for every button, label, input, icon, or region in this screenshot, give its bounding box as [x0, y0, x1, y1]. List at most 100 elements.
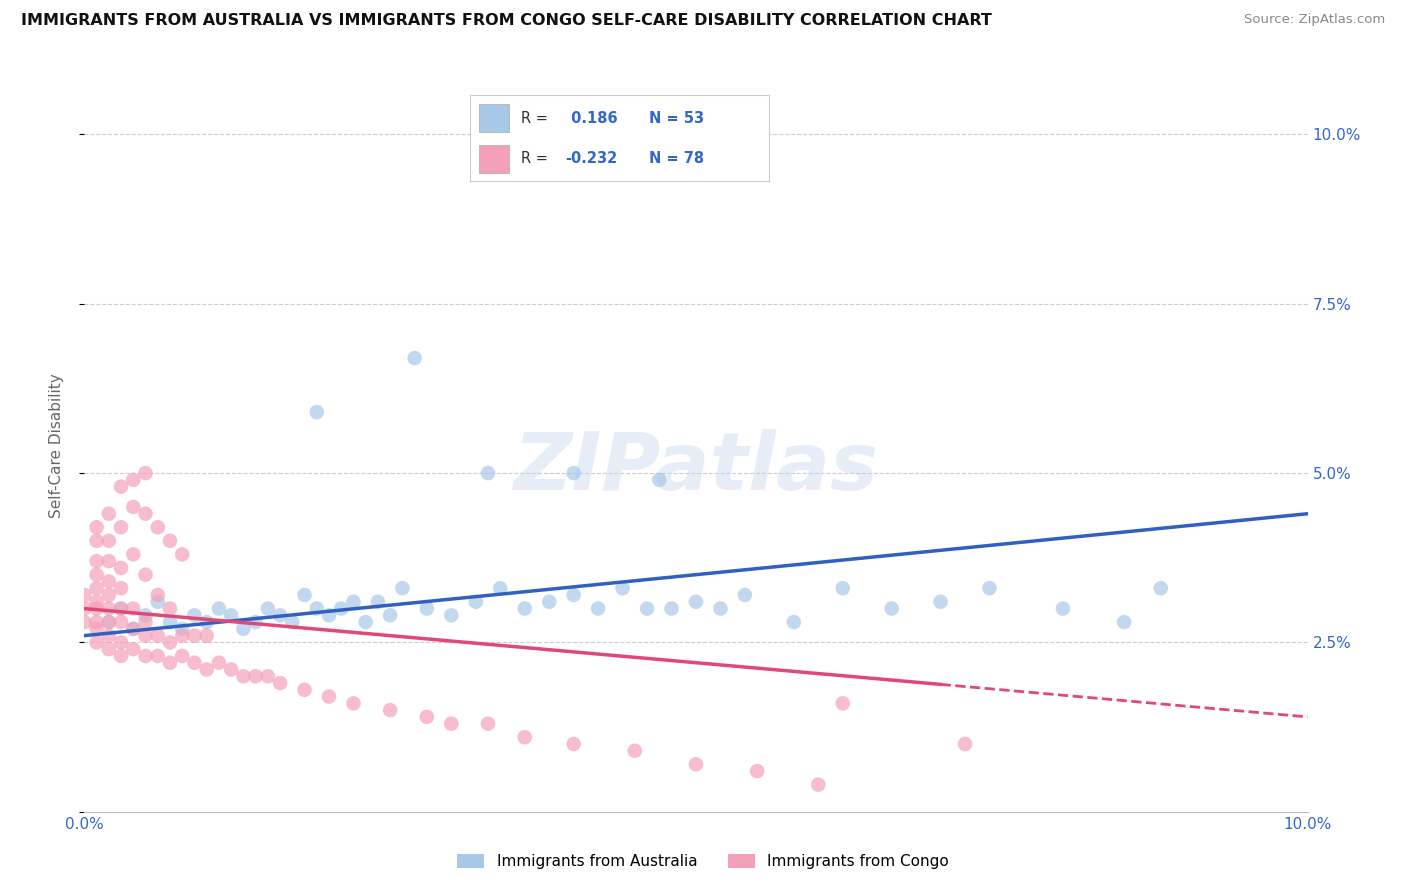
Point [110, 615, 132, 629]
Point [208, 656, 231, 670]
Point [404, 351, 426, 365]
Point [440, 608, 463, 623]
Point [122, 473, 145, 487]
Point [86, 615, 108, 629]
Point [86, 554, 108, 568]
Point [73, 615, 96, 629]
Point [477, 466, 499, 480]
Point [122, 622, 145, 636]
Point [73, 588, 96, 602]
Point [172, 622, 194, 636]
Point [159, 635, 181, 649]
Point [979, 581, 1001, 595]
Point [135, 648, 157, 663]
Point [219, 608, 242, 623]
Point [110, 561, 132, 575]
Point [208, 601, 231, 615]
Point [97, 615, 120, 629]
Point [281, 615, 304, 629]
Point [183, 656, 205, 670]
Point [586, 601, 609, 615]
Point [86, 622, 108, 636]
Point [245, 615, 267, 629]
Point [146, 520, 169, 534]
Point [464, 595, 486, 609]
Point [159, 601, 181, 615]
Point [562, 588, 585, 602]
Point [110, 601, 132, 615]
Point [342, 697, 364, 711]
Point [97, 615, 120, 629]
Point [416, 601, 439, 615]
Point [661, 601, 683, 615]
Point [232, 622, 254, 636]
Point [159, 656, 181, 670]
Point [269, 608, 291, 623]
Point [538, 595, 561, 609]
Point [122, 642, 145, 657]
Point [747, 154, 769, 169]
Point [380, 703, 402, 717]
Point [73, 601, 96, 615]
Text: ZIPatlas: ZIPatlas [513, 429, 879, 507]
Point [232, 669, 254, 683]
Point [380, 608, 402, 623]
Point [172, 547, 194, 561]
Point [1052, 601, 1074, 615]
Point [135, 466, 157, 480]
Point [734, 588, 756, 602]
Point [1150, 581, 1173, 595]
Point [783, 615, 806, 629]
Point [416, 710, 439, 724]
Point [685, 595, 707, 609]
Point [562, 737, 585, 751]
Point [122, 601, 145, 615]
Point [354, 615, 377, 629]
Point [159, 615, 181, 629]
Point [489, 581, 512, 595]
Point [747, 764, 769, 778]
Point [110, 581, 132, 595]
Point [97, 601, 120, 615]
Point [477, 716, 499, 731]
Point [86, 595, 108, 609]
Point [86, 581, 108, 595]
Point [135, 608, 157, 623]
Point [245, 669, 267, 683]
Point [709, 601, 731, 615]
Point [135, 615, 157, 629]
Point [183, 629, 205, 643]
Point [367, 595, 389, 609]
Point [122, 500, 145, 514]
Point [305, 405, 328, 419]
Point [97, 507, 120, 521]
Point [636, 601, 658, 615]
Point [831, 581, 853, 595]
Point [257, 601, 280, 615]
Point [648, 473, 671, 487]
Point [269, 676, 291, 690]
Point [831, 697, 853, 711]
Text: IMMIGRANTS FROM AUSTRALIA VS IMMIGRANTS FROM CONGO SELF-CARE DISABILITY CORRELAT: IMMIGRANTS FROM AUSTRALIA VS IMMIGRANTS … [21, 13, 993, 29]
Point [183, 608, 205, 623]
Point [122, 622, 145, 636]
Point [97, 642, 120, 657]
Point [195, 615, 218, 629]
Point [330, 601, 353, 615]
Point [342, 595, 364, 609]
Point [685, 757, 707, 772]
Point [135, 629, 157, 643]
Point [97, 533, 120, 548]
Point [172, 629, 194, 643]
Point [1114, 615, 1136, 629]
Point [318, 690, 340, 704]
Point [953, 737, 976, 751]
Point [97, 629, 120, 643]
Point [86, 533, 108, 548]
Point [562, 466, 585, 480]
Point [195, 663, 218, 677]
Point [110, 635, 132, 649]
Point [135, 567, 157, 582]
Point [305, 601, 328, 615]
Point [86, 520, 108, 534]
